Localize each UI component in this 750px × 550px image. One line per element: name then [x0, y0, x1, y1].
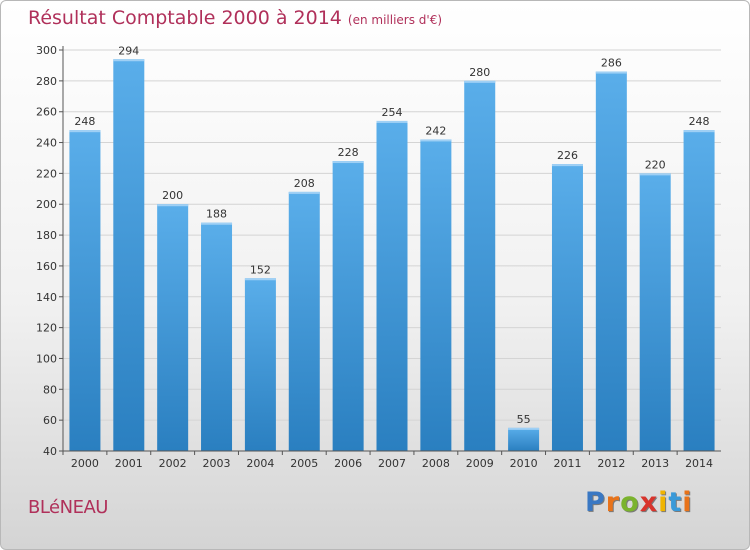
logo-letter: i — [658, 487, 669, 518]
y-tick-label: 100 — [36, 352, 57, 365]
bar-highlight — [420, 139, 452, 142]
x-tick-label: 2005 — [290, 457, 318, 470]
y-tick-label: 40 — [43, 445, 57, 458]
bar-value-label: 188 — [206, 208, 227, 221]
bar — [201, 222, 233, 451]
y-tick-label: 240 — [36, 137, 57, 150]
logo-letter: P — [585, 487, 606, 518]
bar-highlight — [508, 427, 540, 430]
bar-value-label: 248 — [689, 115, 710, 128]
x-tick-label: 2012 — [597, 457, 625, 470]
x-tick-label: 2004 — [246, 457, 274, 470]
bar — [420, 139, 452, 451]
bar-value-label: 294 — [118, 44, 139, 57]
axes — [62, 46, 721, 452]
logo-letter: i — [682, 487, 693, 518]
bars — [69, 59, 715, 452]
proxiti-logo: Proxiti — [585, 487, 693, 518]
bar-highlight — [551, 164, 583, 167]
bar — [69, 130, 101, 451]
y-tick-label: 160 — [36, 260, 57, 273]
x-tick-label: 2014 — [685, 457, 713, 470]
logo-letter: o — [620, 487, 640, 518]
bar-value-label: 242 — [425, 124, 446, 137]
bar-highlight — [332, 161, 364, 164]
town-name: BLéNEAU — [28, 497, 108, 518]
chart-title-text: Résultat Comptable 2000 à 2014 — [28, 7, 342, 29]
bar-value-label: 208 — [294, 177, 315, 190]
bar — [157, 204, 189, 451]
x-axis-ticks: 2000 2001 2002 2003 2004 2005 2006 2007 2008 2009… — [62, 451, 713, 470]
bar-highlight — [201, 222, 233, 225]
y-tick-label: 300 — [36, 44, 57, 57]
y-axis-ticks: 40 60 80 100 120 140 160 180 200 220 240 260 280 300 — [36, 44, 63, 458]
bar-value-label: 226 — [557, 149, 578, 162]
bar-value-label: 220 — [645, 158, 666, 171]
bar — [595, 71, 627, 451]
x-tick-label: 2003 — [203, 457, 231, 470]
bar-highlight — [639, 173, 671, 176]
bar — [683, 130, 715, 451]
bar-value-label: 254 — [382, 106, 403, 119]
bar — [113, 59, 145, 451]
bar-highlight — [244, 278, 276, 281]
bar-value-label: 55 — [517, 413, 531, 426]
bar-highlight — [683, 130, 715, 133]
bar-value-label: 280 — [469, 66, 490, 79]
y-tick-label: 60 — [43, 414, 57, 427]
y-tick-label: 120 — [36, 322, 57, 335]
x-tick-label: 2007 — [378, 457, 406, 470]
bar-value-label: 248 — [74, 115, 95, 128]
x-tick-label: 2010 — [510, 457, 538, 470]
x-tick-label: 2011 — [553, 457, 581, 470]
y-tick-label: 260 — [36, 106, 57, 119]
logo-letter: t — [668, 487, 683, 518]
bar-highlight — [376, 120, 408, 123]
bar-highlight — [288, 191, 320, 194]
bar — [376, 120, 408, 451]
y-tick-label: 200 — [36, 198, 57, 211]
bar-highlight — [157, 204, 189, 207]
x-tick-label: 2006 — [334, 457, 362, 470]
bar — [464, 80, 496, 451]
bar-value-label: 286 — [601, 57, 622, 70]
y-tick-label: 180 — [36, 229, 57, 242]
y-tick-label: 280 — [36, 75, 57, 88]
chart-title: Résultat Comptable 2000 à 2014 (en millie… — [28, 7, 442, 29]
bar-value-label: 152 — [250, 263, 271, 276]
bar-highlight — [69, 130, 101, 133]
bar — [551, 164, 583, 451]
x-tick-label: 2001 — [115, 457, 143, 470]
y-tick-label: 80 — [43, 383, 57, 396]
logo-letter: r — [605, 487, 621, 518]
chart-subtitle: (en milliers d'€) — [347, 13, 443, 27]
bar-highlight — [595, 71, 627, 74]
bar — [244, 278, 276, 451]
bar — [639, 173, 671, 451]
bar — [332, 161, 364, 452]
y-tick-label: 220 — [36, 167, 57, 180]
x-tick-label: 2013 — [641, 457, 669, 470]
bar-highlight — [113, 59, 145, 62]
x-tick-label: 2002 — [159, 457, 187, 470]
bar-highlight — [464, 80, 496, 83]
logo-letter: x — [639, 487, 659, 518]
bar — [288, 191, 320, 451]
bar-value-label: 200 — [162, 189, 183, 202]
y-tick-label: 140 — [36, 291, 57, 304]
x-tick-label: 2000 — [71, 457, 99, 470]
value-labels: 248 294 200 188 152 208 228 254 242 280 55 226 286 22… — [74, 44, 709, 426]
bar-value-label: 228 — [338, 146, 359, 159]
x-tick-label: 2008 — [422, 457, 450, 470]
x-tick-label: 2009 — [466, 457, 494, 470]
bar — [508, 427, 540, 451]
